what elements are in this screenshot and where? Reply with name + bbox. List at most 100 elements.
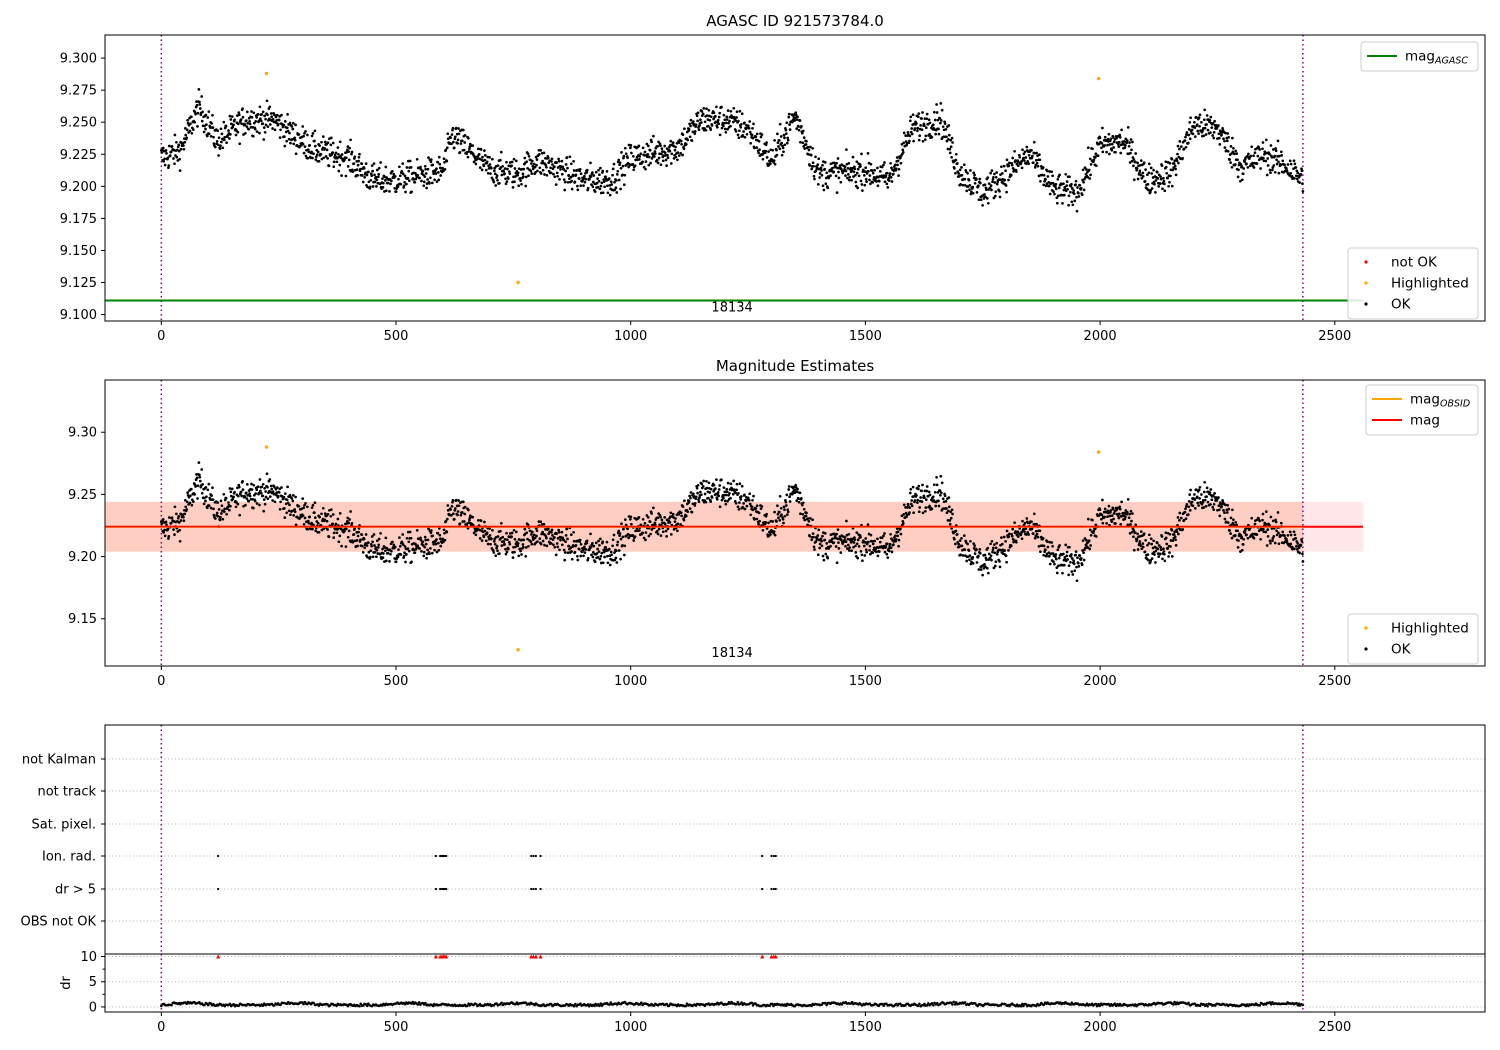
ok-point: [167, 516, 171, 519]
ok-point: [880, 165, 884, 169]
ok-point: [1106, 143, 1109, 147]
ok-point: [264, 123, 268, 127]
ok-point: [549, 171, 553, 175]
ok-point: [701, 112, 705, 116]
ok-point: [1129, 523, 1132, 526]
ok-point: [322, 156, 326, 160]
ok-point: [916, 129, 919, 133]
ok-point: [222, 138, 226, 142]
ok-point: [1003, 549, 1007, 552]
ok-point: [1204, 504, 1208, 508]
ok-point: [228, 487, 232, 490]
ok-point: [1138, 169, 1142, 173]
ok-point: [460, 139, 464, 143]
ok-point: [553, 545, 557, 549]
ok-point: [861, 189, 864, 192]
ok-point: [374, 546, 378, 550]
ok-point: [1301, 190, 1305, 193]
ok-point: [349, 138, 352, 142]
ok-point: [445, 530, 449, 534]
ok-point: [434, 542, 438, 546]
ok-point: [1168, 180, 1171, 184]
ok-point: [1181, 156, 1185, 160]
ok-point: [408, 159, 412, 163]
ok-point: [916, 487, 920, 491]
ok-point: [286, 501, 290, 505]
ok-point: [1085, 168, 1088, 171]
ok-point: [1054, 182, 1058, 186]
ok-point: [195, 103, 199, 107]
ok-point: [912, 511, 915, 515]
ok-point: [216, 143, 220, 147]
p2-ytick-label: 9.25: [68, 488, 97, 503]
ok-point: [1298, 551, 1301, 555]
ok-point: [556, 174, 560, 178]
ok-point: [846, 543, 850, 547]
ok-point: [283, 135, 286, 138]
ok-point: [668, 149, 672, 153]
ok-point: [759, 507, 763, 511]
ok-point: [700, 482, 704, 486]
ok-point: [407, 179, 411, 183]
ok-point: [864, 166, 868, 170]
ok-point: [395, 187, 398, 191]
ok-point: [183, 498, 187, 502]
ok-point: [639, 152, 643, 156]
ok-point: [1213, 119, 1216, 123]
ok-point: [1152, 551, 1156, 554]
ok-point: [886, 186, 890, 189]
ok-point: [1212, 136, 1216, 140]
ok-point: [1027, 153, 1031, 157]
ok-point: [589, 175, 593, 178]
ok-point: [432, 172, 436, 176]
ok-point: [336, 156, 339, 160]
ok-point: [1198, 497, 1201, 500]
ok-point: [639, 523, 643, 527]
ok-point: [373, 173, 376, 177]
ok-point: [445, 517, 449, 521]
ok-point: [1226, 521, 1230, 524]
ok-point: [1112, 512, 1116, 515]
ok-point: [545, 544, 549, 548]
ok-point: [1108, 152, 1111, 156]
ok-point: [573, 550, 577, 554]
ok-point: [285, 511, 289, 515]
ok-point: [666, 527, 670, 531]
ok-point: [638, 529, 641, 532]
ok-point: [248, 122, 252, 126]
ok-point: [386, 551, 390, 555]
ok-point: [418, 176, 421, 180]
ok-point: [754, 135, 758, 139]
ok-point: [934, 132, 938, 136]
ok-point: [1234, 520, 1238, 524]
ok-point: [920, 128, 924, 132]
ok-point: [919, 124, 922, 127]
ok-point: [463, 134, 467, 137]
ok-point: [1022, 156, 1025, 160]
ok-point: [1273, 170, 1277, 174]
ok-point: [1246, 166, 1250, 169]
ok-point: [177, 521, 181, 524]
p2-legend-lines-label: mag: [1410, 413, 1440, 429]
ok-point: [551, 534, 554, 537]
ok-point: [293, 138, 297, 142]
ok-point: [1005, 560, 1008, 564]
ok-point: [236, 502, 240, 506]
ok-point: [689, 118, 693, 122]
ok-point: [577, 177, 581, 181]
ok-point: [271, 127, 274, 130]
ok-point: [240, 494, 243, 498]
ok-point: [1209, 503, 1212, 506]
ok-point: [552, 543, 555, 547]
ok-point: [988, 556, 992, 560]
ok-point: [1141, 171, 1145, 175]
ok-point: [893, 163, 897, 167]
ok-point: [1173, 530, 1177, 534]
ok-point: [568, 155, 572, 159]
ok-point: [743, 493, 746, 497]
ok-point: [571, 173, 575, 177]
ok-point: [788, 500, 792, 503]
ok-point: [782, 133, 786, 137]
ok-point: [854, 180, 858, 184]
ok-point: [1008, 532, 1011, 536]
